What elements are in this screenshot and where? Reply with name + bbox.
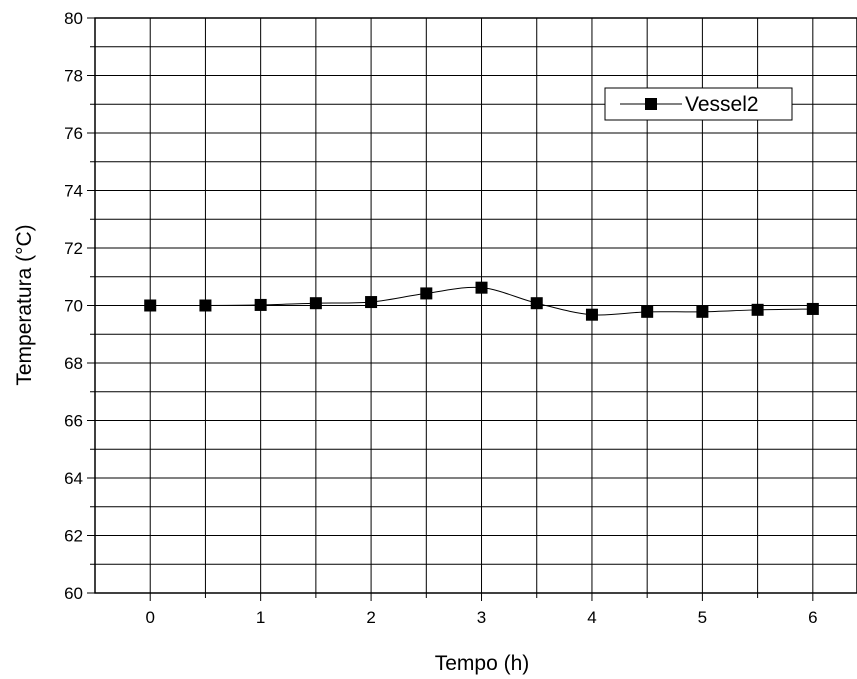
x-tick-label: 6 <box>808 608 817 627</box>
y-tick-label: 80 <box>64 9 83 28</box>
series-markers-vessel2 <box>144 281 819 321</box>
data-point-marker <box>254 298 267 311</box>
legend-label-vessel2: Vessel2 <box>685 93 759 116</box>
data-point-marker <box>199 299 212 312</box>
data-point-marker <box>530 297 543 310</box>
x-axis-title: Tempo (h) <box>435 652 530 675</box>
data-point-marker <box>365 296 378 309</box>
x-tick-label: 4 <box>587 608 596 627</box>
data-point-marker <box>144 299 157 312</box>
y-tick-label: 62 <box>64 527 83 546</box>
legend: Vessel2 <box>604 87 793 121</box>
y-tick-label: 68 <box>64 354 83 373</box>
data-point-marker <box>641 305 654 318</box>
data-point-marker <box>585 308 598 321</box>
data-point-marker <box>751 303 764 316</box>
data-point-marker <box>696 305 709 318</box>
y-tick-label: 76 <box>64 124 83 143</box>
x-tick-label: 2 <box>366 608 375 627</box>
y-tick-label: 66 <box>64 412 83 431</box>
data-point-marker <box>309 297 322 310</box>
y-tick-label: 78 <box>64 67 83 86</box>
y-axis-title: Temperatura (°C) <box>13 224 36 385</box>
y-tick-label: 64 <box>64 469 83 488</box>
x-tick-label: 1 <box>256 608 265 627</box>
tick-labels: 0 1 2 3 4 5 6 60 62 64 66 68 70 72 74 76 78 80 <box>64 9 817 627</box>
x-tick-label: 0 <box>145 608 154 627</box>
data-point-marker <box>806 302 819 315</box>
y-tick-label: 70 <box>64 297 83 316</box>
y-tick-label: 60 <box>64 584 83 603</box>
x-tick-label: 3 <box>477 608 486 627</box>
legend-marker-swatch <box>645 98 657 110</box>
x-tick-label: 5 <box>698 608 707 627</box>
data-point-marker <box>475 281 488 294</box>
y-tick-label: 74 <box>64 182 83 201</box>
y-tick-label: 72 <box>64 239 83 258</box>
data-point-marker <box>420 287 433 300</box>
tick-marks <box>87 17 814 601</box>
